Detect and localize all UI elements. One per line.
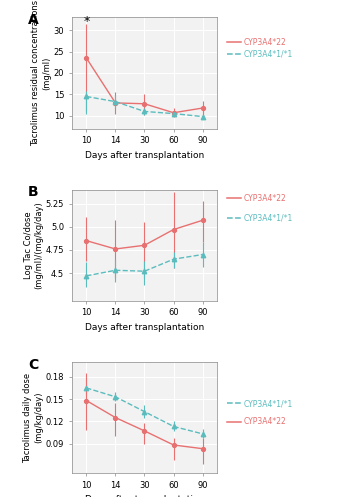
Legend: CYP3A4*1/*1, CYP3A4*22: CYP3A4*1/*1, CYP3A4*22 bbox=[227, 399, 293, 426]
X-axis label: Days after transplantation: Days after transplantation bbox=[85, 151, 204, 160]
Legend: CYP3A4*22, CYP3A4*1/*1: CYP3A4*22, CYP3A4*1/*1 bbox=[227, 193, 293, 223]
Y-axis label: Tacrolimus residual concentrations
(mg/ml): Tacrolimus residual concentrations (mg/m… bbox=[31, 0, 51, 146]
Text: C: C bbox=[28, 357, 38, 372]
Y-axis label: Log Tac Co/dose
(mg/ml)/(mg/kg/day): Log Tac Co/dose (mg/ml)/(mg/kg/day) bbox=[24, 201, 43, 289]
Text: *: * bbox=[83, 15, 90, 28]
Legend: CYP3A4*22, CYP3A4*1/*1: CYP3A4*22, CYP3A4*1/*1 bbox=[227, 38, 293, 59]
X-axis label: Days after transplantation: Days after transplantation bbox=[85, 496, 204, 497]
Text: B: B bbox=[28, 185, 39, 199]
Y-axis label: Tacrolimus daily dose
(mg/kg/day): Tacrolimus daily dose (mg/kg/day) bbox=[24, 373, 43, 463]
Text: A: A bbox=[28, 13, 39, 27]
X-axis label: Days after transplantation: Days after transplantation bbox=[85, 323, 204, 332]
